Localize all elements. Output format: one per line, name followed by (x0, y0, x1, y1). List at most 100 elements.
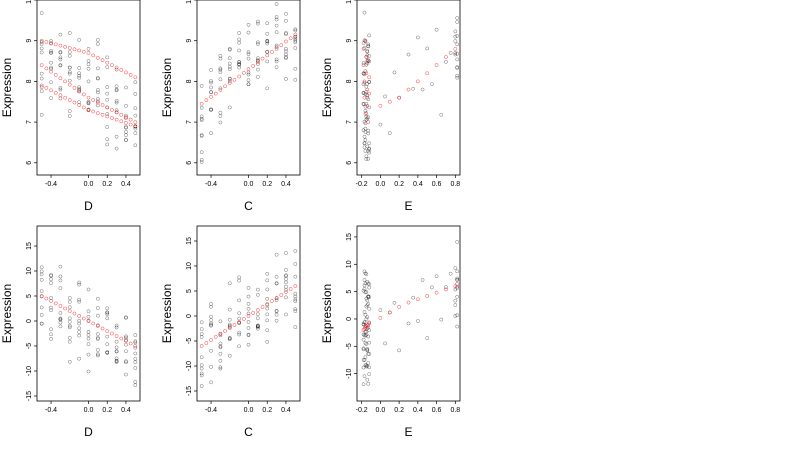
fit-point (434, 290, 439, 295)
y-tick-label: 6 (186, 161, 193, 165)
x-axis-label: C (244, 199, 253, 213)
data-point (49, 65, 53, 70)
data-point (265, 59, 270, 64)
data-point (199, 332, 204, 336)
data-point (96, 103, 100, 108)
data-point (246, 22, 251, 27)
fit-point (58, 76, 63, 80)
data-point (218, 333, 223, 338)
fit-point (128, 122, 133, 127)
data-point (411, 86, 416, 91)
data-point (293, 274, 298, 279)
fit-point (72, 47, 77, 52)
data-point (105, 137, 110, 142)
data-point (363, 355, 368, 359)
fit-point (96, 111, 100, 115)
data-point (58, 55, 63, 60)
data-point (366, 302, 371, 306)
data-point (124, 359, 128, 364)
data-point (105, 97, 110, 102)
data-point (363, 92, 368, 96)
data-point (430, 285, 434, 290)
points-layer (39, 11, 138, 151)
data-point (274, 298, 279, 302)
data-point (237, 344, 241, 349)
data-point (86, 62, 91, 67)
data-point (246, 320, 251, 324)
data-point (199, 160, 204, 164)
y-tick-label: 10 (346, 260, 353, 268)
data-point (67, 65, 72, 70)
data-point (67, 78, 72, 83)
fit-point (77, 89, 81, 94)
data-point (77, 88, 81, 92)
data-point (363, 149, 368, 153)
data-point (284, 46, 288, 51)
data-point (49, 80, 53, 85)
x-tick-label: 0.2 (262, 407, 272, 414)
x-tick-label: 0.0 (376, 181, 386, 188)
scatter-panel-top-d: -0.4 0.0 0.2 0.4 6 7 8 9 10 D Expression (0, 0, 141, 213)
fit-point (365, 87, 370, 92)
data-point (39, 40, 44, 44)
fit-point (67, 82, 72, 87)
data-point (256, 292, 260, 297)
fit-point (363, 325, 368, 330)
data-point (293, 46, 298, 50)
data-point (86, 329, 91, 334)
data-point (133, 143, 138, 148)
fit-point (67, 46, 72, 50)
data-point (209, 314, 213, 319)
data-point (455, 42, 460, 47)
data-point (365, 144, 370, 149)
data-point (77, 326, 81, 331)
data-point (383, 94, 387, 99)
data-point (455, 313, 460, 318)
data-point (455, 33, 460, 38)
data-point (67, 31, 72, 35)
data-point (293, 249, 298, 253)
data-point (114, 325, 119, 330)
fit-point (397, 305, 401, 309)
data-point (367, 340, 372, 345)
data-point (284, 56, 288, 61)
data-point (77, 73, 81, 78)
data-point (293, 309, 298, 313)
data-point (218, 120, 223, 125)
data-point (209, 365, 213, 369)
data-point (199, 133, 204, 137)
y-tick-label: 10 (26, 0, 33, 4)
data-point (96, 332, 100, 336)
data-point (416, 319, 420, 323)
y-tick-label: 9 (186, 39, 193, 43)
data-point (96, 88, 100, 92)
data-point (105, 125, 110, 129)
data-point (39, 76, 44, 81)
data-point (246, 306, 251, 311)
data-point (114, 359, 119, 364)
data-point (420, 87, 425, 92)
data-point (49, 332, 53, 337)
data-point (284, 268, 288, 272)
data-point (114, 323, 119, 328)
data-point (124, 125, 128, 130)
data-point (293, 28, 298, 33)
data-point (439, 112, 444, 117)
fit-point (362, 95, 367, 100)
fit-point (256, 60, 260, 65)
fit-point (124, 115, 128, 120)
data-point (133, 339, 138, 344)
data-point (453, 314, 458, 318)
fit-point (367, 321, 372, 326)
fit-point (39, 294, 44, 298)
y-tick-label: 0 (186, 314, 193, 318)
data-point (124, 360, 128, 365)
scatter-panel-bottom-c: -0.4 0.0 0.2 0.4 -15 -10 -5 0 5 10 15 C Expression (160, 225, 301, 439)
x-tick-label: 0.4 (121, 407, 131, 414)
data-point (227, 46, 232, 51)
data-point (133, 106, 138, 111)
data-point (237, 275, 241, 280)
data-point (293, 291, 298, 296)
fit-point (91, 53, 96, 58)
data-point (284, 295, 288, 300)
